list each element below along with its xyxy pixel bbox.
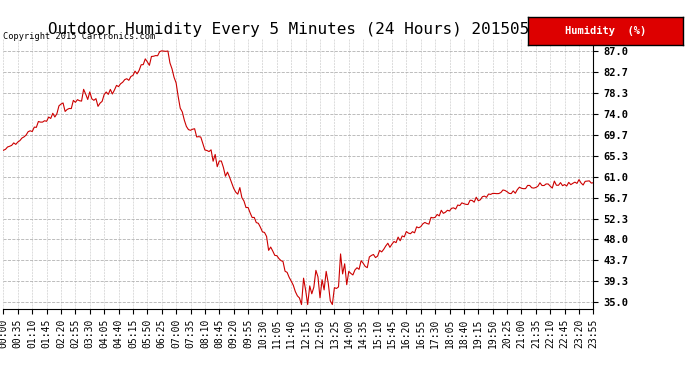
Title: Outdoor Humidity Every 5 Minutes (24 Hours) 20150518: Outdoor Humidity Every 5 Minutes (24 Hou… xyxy=(48,22,549,37)
Text: Humidity  (%): Humidity (%) xyxy=(565,26,646,36)
Text: Copyright 2015 Cartronics.com: Copyright 2015 Cartronics.com xyxy=(3,32,156,41)
